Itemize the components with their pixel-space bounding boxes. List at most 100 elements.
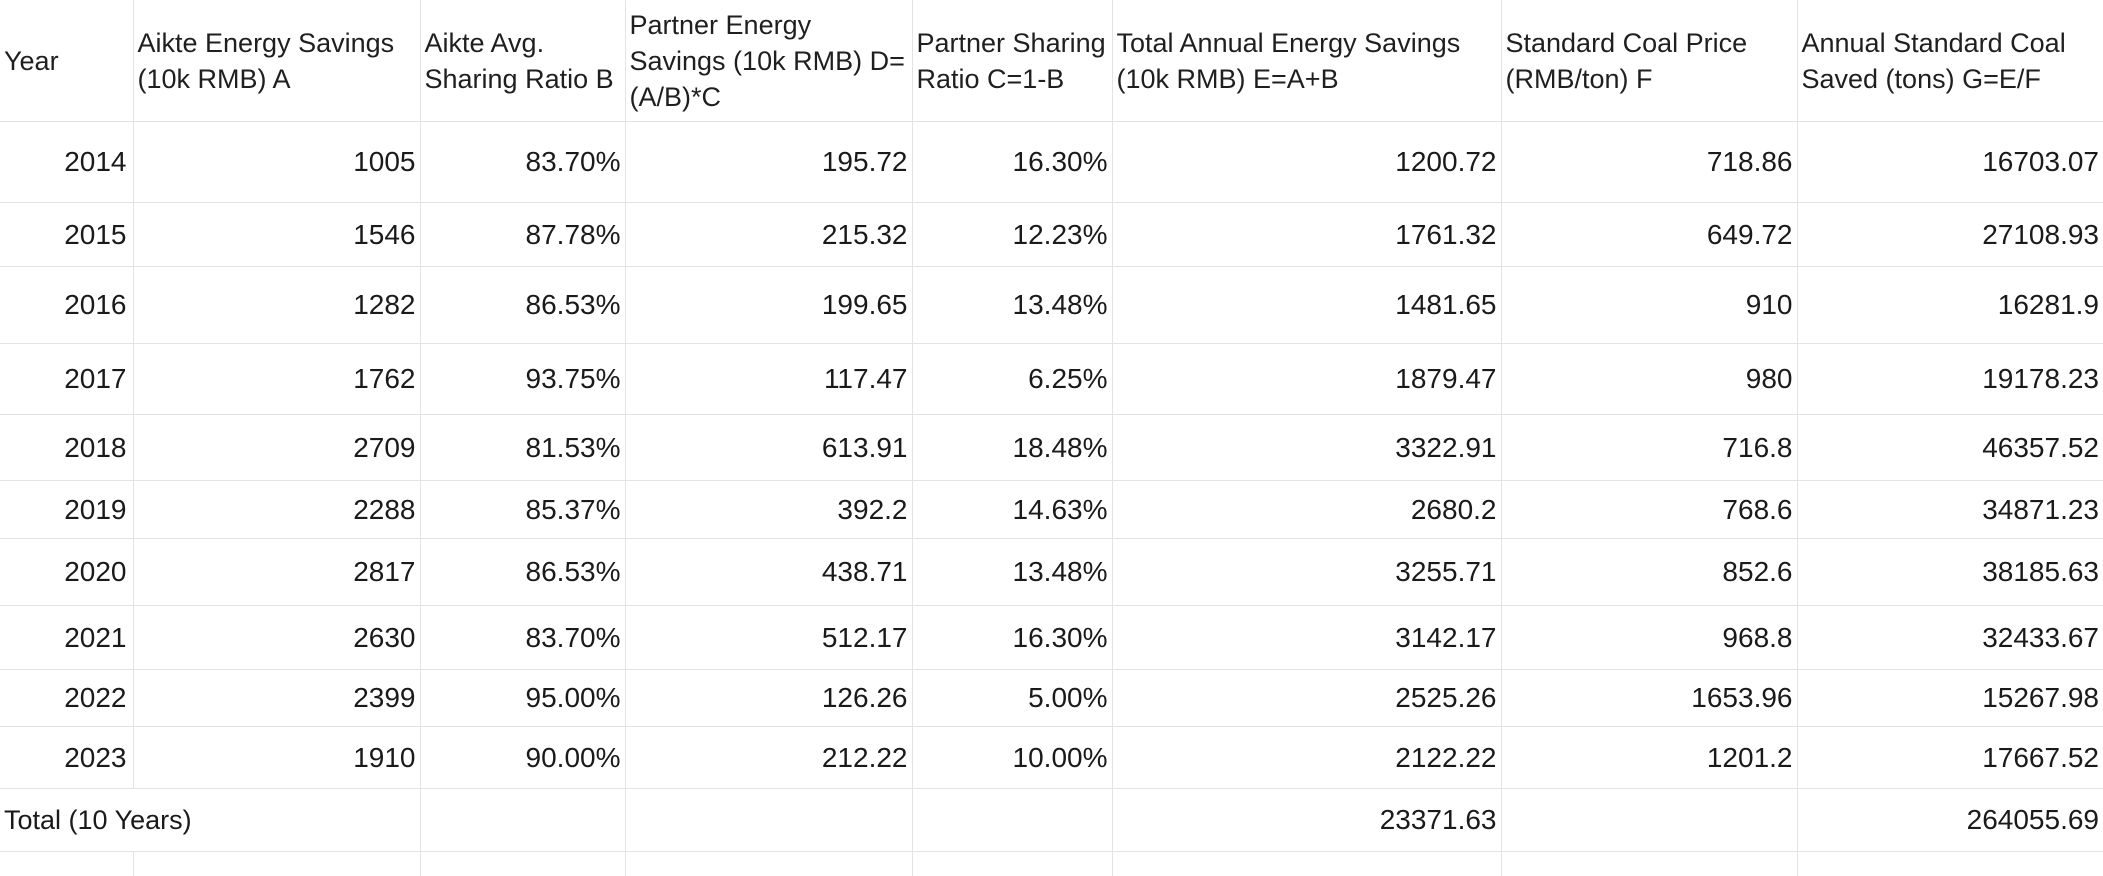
cell-coal-price[interactable]: 649.72 (1501, 203, 1797, 267)
cell-partner-savings[interactable]: 212.22 (625, 727, 912, 789)
cell-aikte-ratio[interactable]: 85.37% (420, 481, 625, 539)
cell-coal-saved[interactable]: 34871.23 (1797, 481, 2103, 539)
cell-total-savings[interactable]: 3255.71 (1112, 539, 1501, 606)
empty-cell[interactable] (0, 852, 133, 876)
cell-total-savings[interactable]: 1879.47 (1112, 344, 1501, 415)
cell-year[interactable]: 2015 (0, 203, 133, 267)
cell-partner-savings[interactable]: 613.91 (625, 415, 912, 481)
cell-coal-price[interactable]: 716.8 (1501, 415, 1797, 481)
cell-partner-ratio[interactable]: 6.25% (912, 344, 1112, 415)
cell-partner-savings[interactable]: 126.26 (625, 670, 912, 727)
cell-aikte-ratio[interactable]: 90.00% (420, 727, 625, 789)
cell-total-savings[interactable]: 2680.2 (1112, 481, 1501, 539)
cell-total-savings[interactable]: 3142.17 (1112, 606, 1501, 670)
cell-year[interactable]: 2020 (0, 539, 133, 606)
cell-coal-saved-sum[interactable]: 264055.69 (1797, 789, 2103, 852)
cell-year[interactable]: 2023 (0, 727, 133, 789)
header-coal-price[interactable]: Standard Coal Price (RMB/ton) F (1501, 0, 1797, 122)
cell-total-savings[interactable]: 1200.72 (1112, 122, 1501, 203)
empty-cell[interactable] (625, 852, 912, 876)
cell-aikte-savings[interactable]: 1282 (133, 267, 420, 344)
cell-coal-price[interactable]: 980 (1501, 344, 1797, 415)
cell-partner-ratio[interactable]: 18.48% (912, 415, 1112, 481)
cell-aikte-savings[interactable]: 1910 (133, 727, 420, 789)
cell-partner-savings[interactable]: 215.32 (625, 203, 912, 267)
header-year[interactable]: Year (0, 0, 133, 122)
cell-coal-price[interactable]: 968.8 (1501, 606, 1797, 670)
cell-coal-price[interactable]: 718.86 (1501, 122, 1797, 203)
cell-aikte-ratio[interactable]: 86.53% (420, 539, 625, 606)
cell-coal-price[interactable]: 1653.96 (1501, 670, 1797, 727)
header-total-annual-savings[interactable]: Total Annual Energy Savings (10k RMB) E=… (1112, 0, 1501, 122)
cell-coal-saved[interactable]: 15267.98 (1797, 670, 2103, 727)
cell-coal-saved[interactable]: 16703.07 (1797, 122, 2103, 203)
total-label[interactable]: Total (10 Years) (0, 789, 420, 852)
header-aikte-energy-savings[interactable]: Aikte Energy Savings (10k RMB) A (133, 0, 420, 122)
cell-year[interactable]: 2022 (0, 670, 133, 727)
cell-coal-saved[interactable]: 17667.52 (1797, 727, 2103, 789)
cell-aikte-savings[interactable]: 1762 (133, 344, 420, 415)
cell-aikte-savings[interactable]: 2709 (133, 415, 420, 481)
empty-cell[interactable] (133, 852, 420, 876)
cell-coal-price[interactable]: 852.6 (1501, 539, 1797, 606)
cell-total-savings[interactable]: 3322.91 (1112, 415, 1501, 481)
empty-cell[interactable] (912, 852, 1112, 876)
cell-partner-ratio[interactable]: 12.23% (912, 203, 1112, 267)
cell-partner-savings[interactable]: 438.71 (625, 539, 912, 606)
cell-partner-ratio[interactable]: 13.48% (912, 539, 1112, 606)
header-partner-sharing-ratio[interactable]: Partner Sharing Ratio C=1-B (912, 0, 1112, 122)
cell-year[interactable]: 2018 (0, 415, 133, 481)
cell-partner-savings[interactable]: 392.2 (625, 481, 912, 539)
cell-partner-ratio[interactable]: 10.00% (912, 727, 1112, 789)
header-aikte-sharing-ratio[interactable]: Aikte Avg. Sharing Ratio B (420, 0, 625, 122)
cell-total-savings[interactable]: 2122.22 (1112, 727, 1501, 789)
cell-total-savings[interactable]: 1761.32 (1112, 203, 1501, 267)
cell-partner-ratio[interactable]: 16.30% (912, 122, 1112, 203)
empty-cell[interactable] (912, 789, 1112, 852)
cell-total-savings[interactable]: 1481.65 (1112, 267, 1501, 344)
cell-year[interactable]: 2019 (0, 481, 133, 539)
cell-partner-ratio[interactable]: 13.48% (912, 267, 1112, 344)
cell-aikte-ratio[interactable]: 93.75% (420, 344, 625, 415)
empty-cell[interactable] (420, 852, 625, 876)
cell-coal-price[interactable]: 768.6 (1501, 481, 1797, 539)
cell-coal-saved[interactable]: 16281.9 (1797, 267, 2103, 344)
empty-cell[interactable] (625, 789, 912, 852)
cell-partner-savings[interactable]: 195.72 (625, 122, 912, 203)
cell-coal-saved[interactable]: 27108.93 (1797, 203, 2103, 267)
cell-partner-ratio[interactable]: 5.00% (912, 670, 1112, 727)
header-coal-saved[interactable]: Annual Standard Coal Saved (tons) G=E/F (1797, 0, 2103, 122)
cell-aikte-ratio[interactable]: 87.78% (420, 203, 625, 267)
empty-cell[interactable] (1797, 852, 2103, 876)
cell-total-savings[interactable]: 2525.26 (1112, 670, 1501, 727)
cell-aikte-savings[interactable]: 2288 (133, 481, 420, 539)
cell-year[interactable]: 2016 (0, 267, 133, 344)
empty-cell[interactable] (1112, 852, 1501, 876)
cell-aikte-ratio[interactable]: 86.53% (420, 267, 625, 344)
cell-aikte-ratio[interactable]: 81.53% (420, 415, 625, 481)
cell-year[interactable]: 2021 (0, 606, 133, 670)
cell-coal-saved[interactable]: 32433.67 (1797, 606, 2103, 670)
empty-cell[interactable] (1501, 789, 1797, 852)
cell-partner-ratio[interactable]: 14.63% (912, 481, 1112, 539)
cell-aikte-savings[interactable]: 1546 (133, 203, 420, 267)
cell-aikte-savings[interactable]: 2630 (133, 606, 420, 670)
header-partner-energy-savings[interactable]: Partner Energy Savings (10k RMB) D=(A/B)… (625, 0, 912, 122)
cell-partner-savings[interactable]: 117.47 (625, 344, 912, 415)
cell-coal-price[interactable]: 1201.2 (1501, 727, 1797, 789)
cell-aikte-savings[interactable]: 1005 (133, 122, 420, 203)
cell-partner-savings[interactable]: 512.17 (625, 606, 912, 670)
cell-coal-saved[interactable]: 38185.63 (1797, 539, 2103, 606)
empty-cell[interactable] (1501, 852, 1797, 876)
empty-cell[interactable] (420, 789, 625, 852)
cell-year[interactable]: 2017 (0, 344, 133, 415)
cell-coal-price[interactable]: 910 (1501, 267, 1797, 344)
cell-partner-savings[interactable]: 199.65 (625, 267, 912, 344)
cell-aikte-savings[interactable]: 2399 (133, 670, 420, 727)
cell-coal-saved[interactable]: 19178.23 (1797, 344, 2103, 415)
cell-total-savings-sum[interactable]: 23371.63 (1112, 789, 1501, 852)
cell-aikte-ratio[interactable]: 83.70% (420, 122, 625, 203)
cell-aikte-ratio[interactable]: 95.00% (420, 670, 625, 727)
cell-year[interactable]: 2014 (0, 122, 133, 203)
cell-coal-saved[interactable]: 46357.52 (1797, 415, 2103, 481)
